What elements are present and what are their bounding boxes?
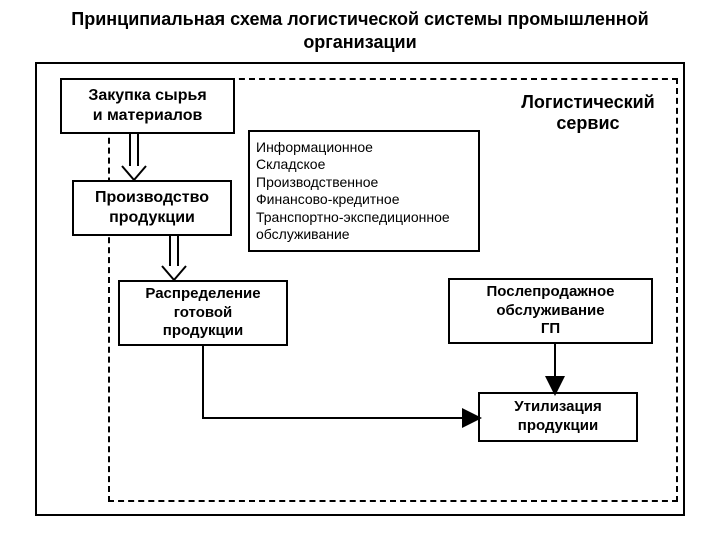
node-services-label: ИнформационноеСкладскоеПроизводственноеФ… bbox=[256, 139, 450, 244]
node-purchase-label: Закупка сырьяи материалов bbox=[88, 86, 206, 126]
node-aftersale-label: ПослепродажноеобслуживаниеГП bbox=[486, 283, 614, 339]
node-services: ИнформационноеСкладскоеПроизводственноеФ… bbox=[248, 130, 480, 252]
label-logservice: Логистическийсервис bbox=[498, 92, 678, 134]
node-recycle: Утилизацияпродукции bbox=[478, 392, 638, 442]
node-aftersale: ПослепродажноеобслуживаниеГП bbox=[448, 278, 653, 344]
node-distribution: Распределениеготовойпродукции bbox=[118, 280, 288, 346]
node-purchase: Закупка сырьяи материалов bbox=[60, 78, 235, 134]
node-production-label: Производствопродукции bbox=[95, 188, 209, 228]
node-distribution-label: Распределениеготовойпродукции bbox=[145, 285, 260, 341]
node-production: Производствопродукции bbox=[72, 180, 232, 236]
node-recycle-label: Утилизацияпродукции bbox=[514, 398, 601, 436]
diagram-title: Принципиальная схема логистической систе… bbox=[0, 0, 720, 59]
